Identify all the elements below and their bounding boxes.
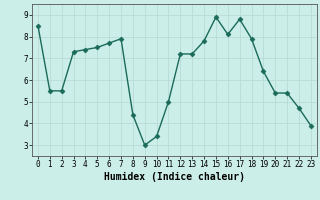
X-axis label: Humidex (Indice chaleur): Humidex (Indice chaleur) xyxy=(104,172,245,182)
